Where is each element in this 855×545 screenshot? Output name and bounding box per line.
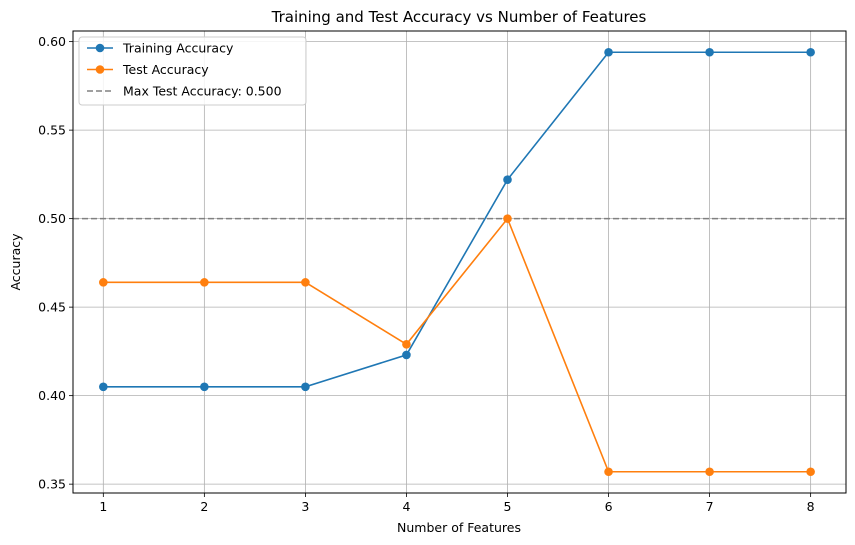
test-accuracy-point xyxy=(301,278,310,287)
legend-marker xyxy=(95,43,105,53)
legend-label: Training Accuracy xyxy=(122,41,234,56)
training-accuracy-point xyxy=(604,47,613,57)
y-tick-label: 0.50 xyxy=(38,211,66,226)
test-accuracy-point xyxy=(402,340,411,349)
gridlines xyxy=(73,31,846,493)
legend-label: Test Accuracy xyxy=(122,62,209,77)
y-axis-label: Accuracy xyxy=(8,233,23,291)
training-accuracy-point xyxy=(705,47,714,57)
test-accuracy-point xyxy=(503,214,512,223)
x-tick-label: 8 xyxy=(807,499,815,514)
x-tick-label: 1 xyxy=(99,499,107,514)
test-accuracy-point xyxy=(99,278,108,287)
x-tick-label: 3 xyxy=(301,499,309,514)
x-tick-label: 5 xyxy=(504,499,512,514)
series-group xyxy=(99,47,815,477)
legend-marker xyxy=(95,65,105,74)
x-tick-label: 4 xyxy=(402,499,410,514)
training-accuracy-point xyxy=(503,175,512,184)
training-accuracy-point xyxy=(99,382,108,392)
legend-box xyxy=(78,36,307,106)
y-tick-label: 0.35 xyxy=(38,477,66,492)
chart-title: Training and Test Accuracy vs Number of … xyxy=(271,8,647,26)
y-tick-label: 0.40 xyxy=(38,388,66,403)
test-accuracy-line xyxy=(103,217,811,473)
test-accuracy-point xyxy=(604,467,613,477)
x-tick-label: 7 xyxy=(706,499,714,514)
training-accuracy-point xyxy=(402,350,411,360)
y-tick-label: 0.60 xyxy=(38,34,66,49)
test-accuracy-point xyxy=(705,467,714,477)
test-accuracy-point xyxy=(806,467,815,477)
axis-ticks: 1 2 3 4 5 6 7 8 0.35 0.40 0.45 0.50 0.55 0.60 xyxy=(38,34,815,514)
plot-area-frame xyxy=(72,30,847,494)
y-tick-label: 0.55 xyxy=(38,123,66,138)
training-accuracy-point xyxy=(301,382,310,392)
training-accuracy-line xyxy=(103,51,811,388)
test-accuracy-point xyxy=(200,278,209,287)
training-accuracy-point xyxy=(806,47,815,57)
training-accuracy-point xyxy=(200,382,209,392)
y-tick-label: 0.45 xyxy=(38,300,66,315)
x-axis-label: Number of Features xyxy=(397,520,521,535)
legend: Training Accuracy Test Accuracy Max Test A… xyxy=(78,36,307,106)
x-tick-label: 2 xyxy=(200,499,208,514)
x-tick-label: 6 xyxy=(605,499,613,514)
legend-label: Max Test Accuracy: 0.500 xyxy=(123,84,282,99)
